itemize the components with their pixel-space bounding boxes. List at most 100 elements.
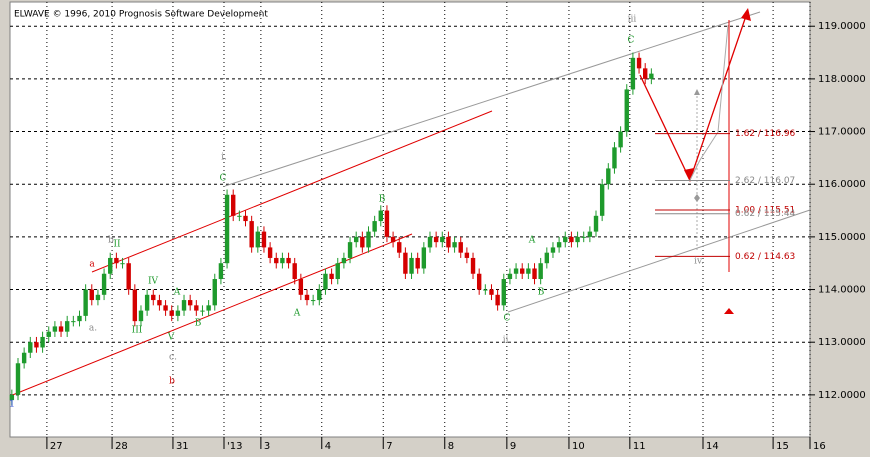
candle-body — [243, 215, 248, 222]
candle-body — [520, 268, 525, 274]
x-tick-label: 28 — [115, 441, 128, 452]
x-tick-label: 3 — [264, 441, 270, 452]
candle-body — [224, 194, 230, 264]
candle-body — [21, 352, 27, 364]
candle-body — [323, 273, 328, 290]
wave-label: iii — [628, 15, 637, 25]
candle-body — [532, 268, 537, 280]
candle-body — [212, 279, 217, 306]
candle-body — [538, 263, 543, 280]
x-tick-label: 4 — [325, 441, 331, 452]
candle-body — [231, 194, 236, 216]
candle-body — [64, 321, 70, 332]
candle-body — [329, 273, 334, 280]
y-tick-label: 117.0000 — [818, 127, 866, 138]
y-tick-label: 116.0000 — [818, 179, 866, 190]
candle-body — [52, 326, 58, 332]
candle-body — [624, 89, 629, 132]
candle-body — [427, 236, 433, 248]
wave-label: i. — [221, 153, 227, 163]
candle-body — [599, 184, 605, 216]
candle-body — [513, 268, 519, 274]
candle-body — [476, 273, 482, 290]
candle-body — [169, 310, 174, 316]
candle-body — [77, 315, 82, 322]
arrow-head — [741, 8, 751, 21]
candle-body — [575, 236, 580, 243]
candle-body — [378, 210, 383, 222]
candle-body — [157, 300, 162, 306]
candle-body — [433, 236, 439, 243]
wave-label: c. — [169, 353, 177, 363]
candle-body — [569, 236, 574, 243]
wave-label: a. — [89, 324, 97, 334]
candle-body — [630, 57, 636, 90]
wave-label: B — [195, 319, 202, 329]
candle-body — [40, 336, 45, 348]
candle-body — [440, 236, 445, 243]
candle-body — [206, 305, 211, 311]
y-tick-label: 118.0000 — [818, 74, 866, 85]
credit: ELWAVE © 1996, 2010 Prognosis Software D… — [14, 10, 268, 20]
candle-body — [335, 263, 340, 280]
candle-body — [58, 326, 64, 332]
wave-label: iv. — [694, 257, 704, 267]
x-tick-label: 27 — [50, 441, 63, 452]
candle-body — [163, 305, 168, 311]
candle-body — [372, 221, 377, 232]
candle-body — [255, 231, 261, 248]
candle-body — [581, 236, 586, 238]
candle-body — [464, 252, 470, 258]
candle-body — [114, 257, 119, 264]
candle-body — [194, 305, 199, 311]
candle-body — [501, 279, 506, 306]
wave-label: C — [220, 174, 227, 184]
candle-body — [151, 294, 156, 301]
candle-body — [643, 68, 648, 79]
x-tick-label: '13 — [227, 441, 242, 452]
wave-label: b — [108, 236, 114, 246]
grid — [10, 2, 815, 449]
candle-body — [556, 242, 562, 248]
candle-body — [636, 57, 642, 69]
candle-body — [409, 257, 414, 274]
candle-body — [587, 231, 593, 237]
candle-body — [489, 289, 494, 295]
candle-body — [34, 342, 39, 348]
candle-body — [249, 221, 254, 248]
x-tick-label: 31 — [176, 441, 189, 452]
channel-line — [91, 110, 493, 273]
fib-label: 0.62 / 115.44 — [735, 209, 796, 219]
candles — [9, 52, 654, 406]
candle-body — [218, 263, 224, 280]
candle-body — [470, 257, 476, 274]
y-tick-label: 119.0000 — [818, 21, 866, 32]
candle-body — [403, 252, 408, 274]
arrow-head — [684, 168, 694, 182]
candle-body — [452, 242, 457, 248]
candle-body — [101, 273, 107, 295]
candle-body — [292, 263, 297, 280]
candle-body — [95, 294, 101, 301]
wave-label: B — [379, 195, 386, 205]
candle-body — [390, 236, 396, 243]
candle-body — [347, 242, 353, 258]
fib-label: 1.62 / 116.96 — [735, 129, 796, 139]
channel-line — [507, 209, 811, 313]
candle-body — [397, 242, 402, 253]
wave-label: b — [169, 377, 175, 387]
candle-body — [46, 331, 51, 337]
candle-body — [15, 363, 21, 395]
wave-label: A — [528, 236, 536, 246]
candle-body — [526, 268, 531, 274]
wave-label: III — [132, 326, 143, 336]
wave-label: 1 — [9, 400, 15, 410]
candle-body — [458, 242, 463, 253]
candle-body — [261, 231, 267, 248]
y-tick-label: 114.0000 — [818, 285, 866, 296]
candle-body — [550, 247, 556, 253]
wave-label: C — [504, 314, 511, 324]
x-tick-label: 11 — [633, 441, 646, 452]
wave-label: IV — [148, 277, 159, 287]
